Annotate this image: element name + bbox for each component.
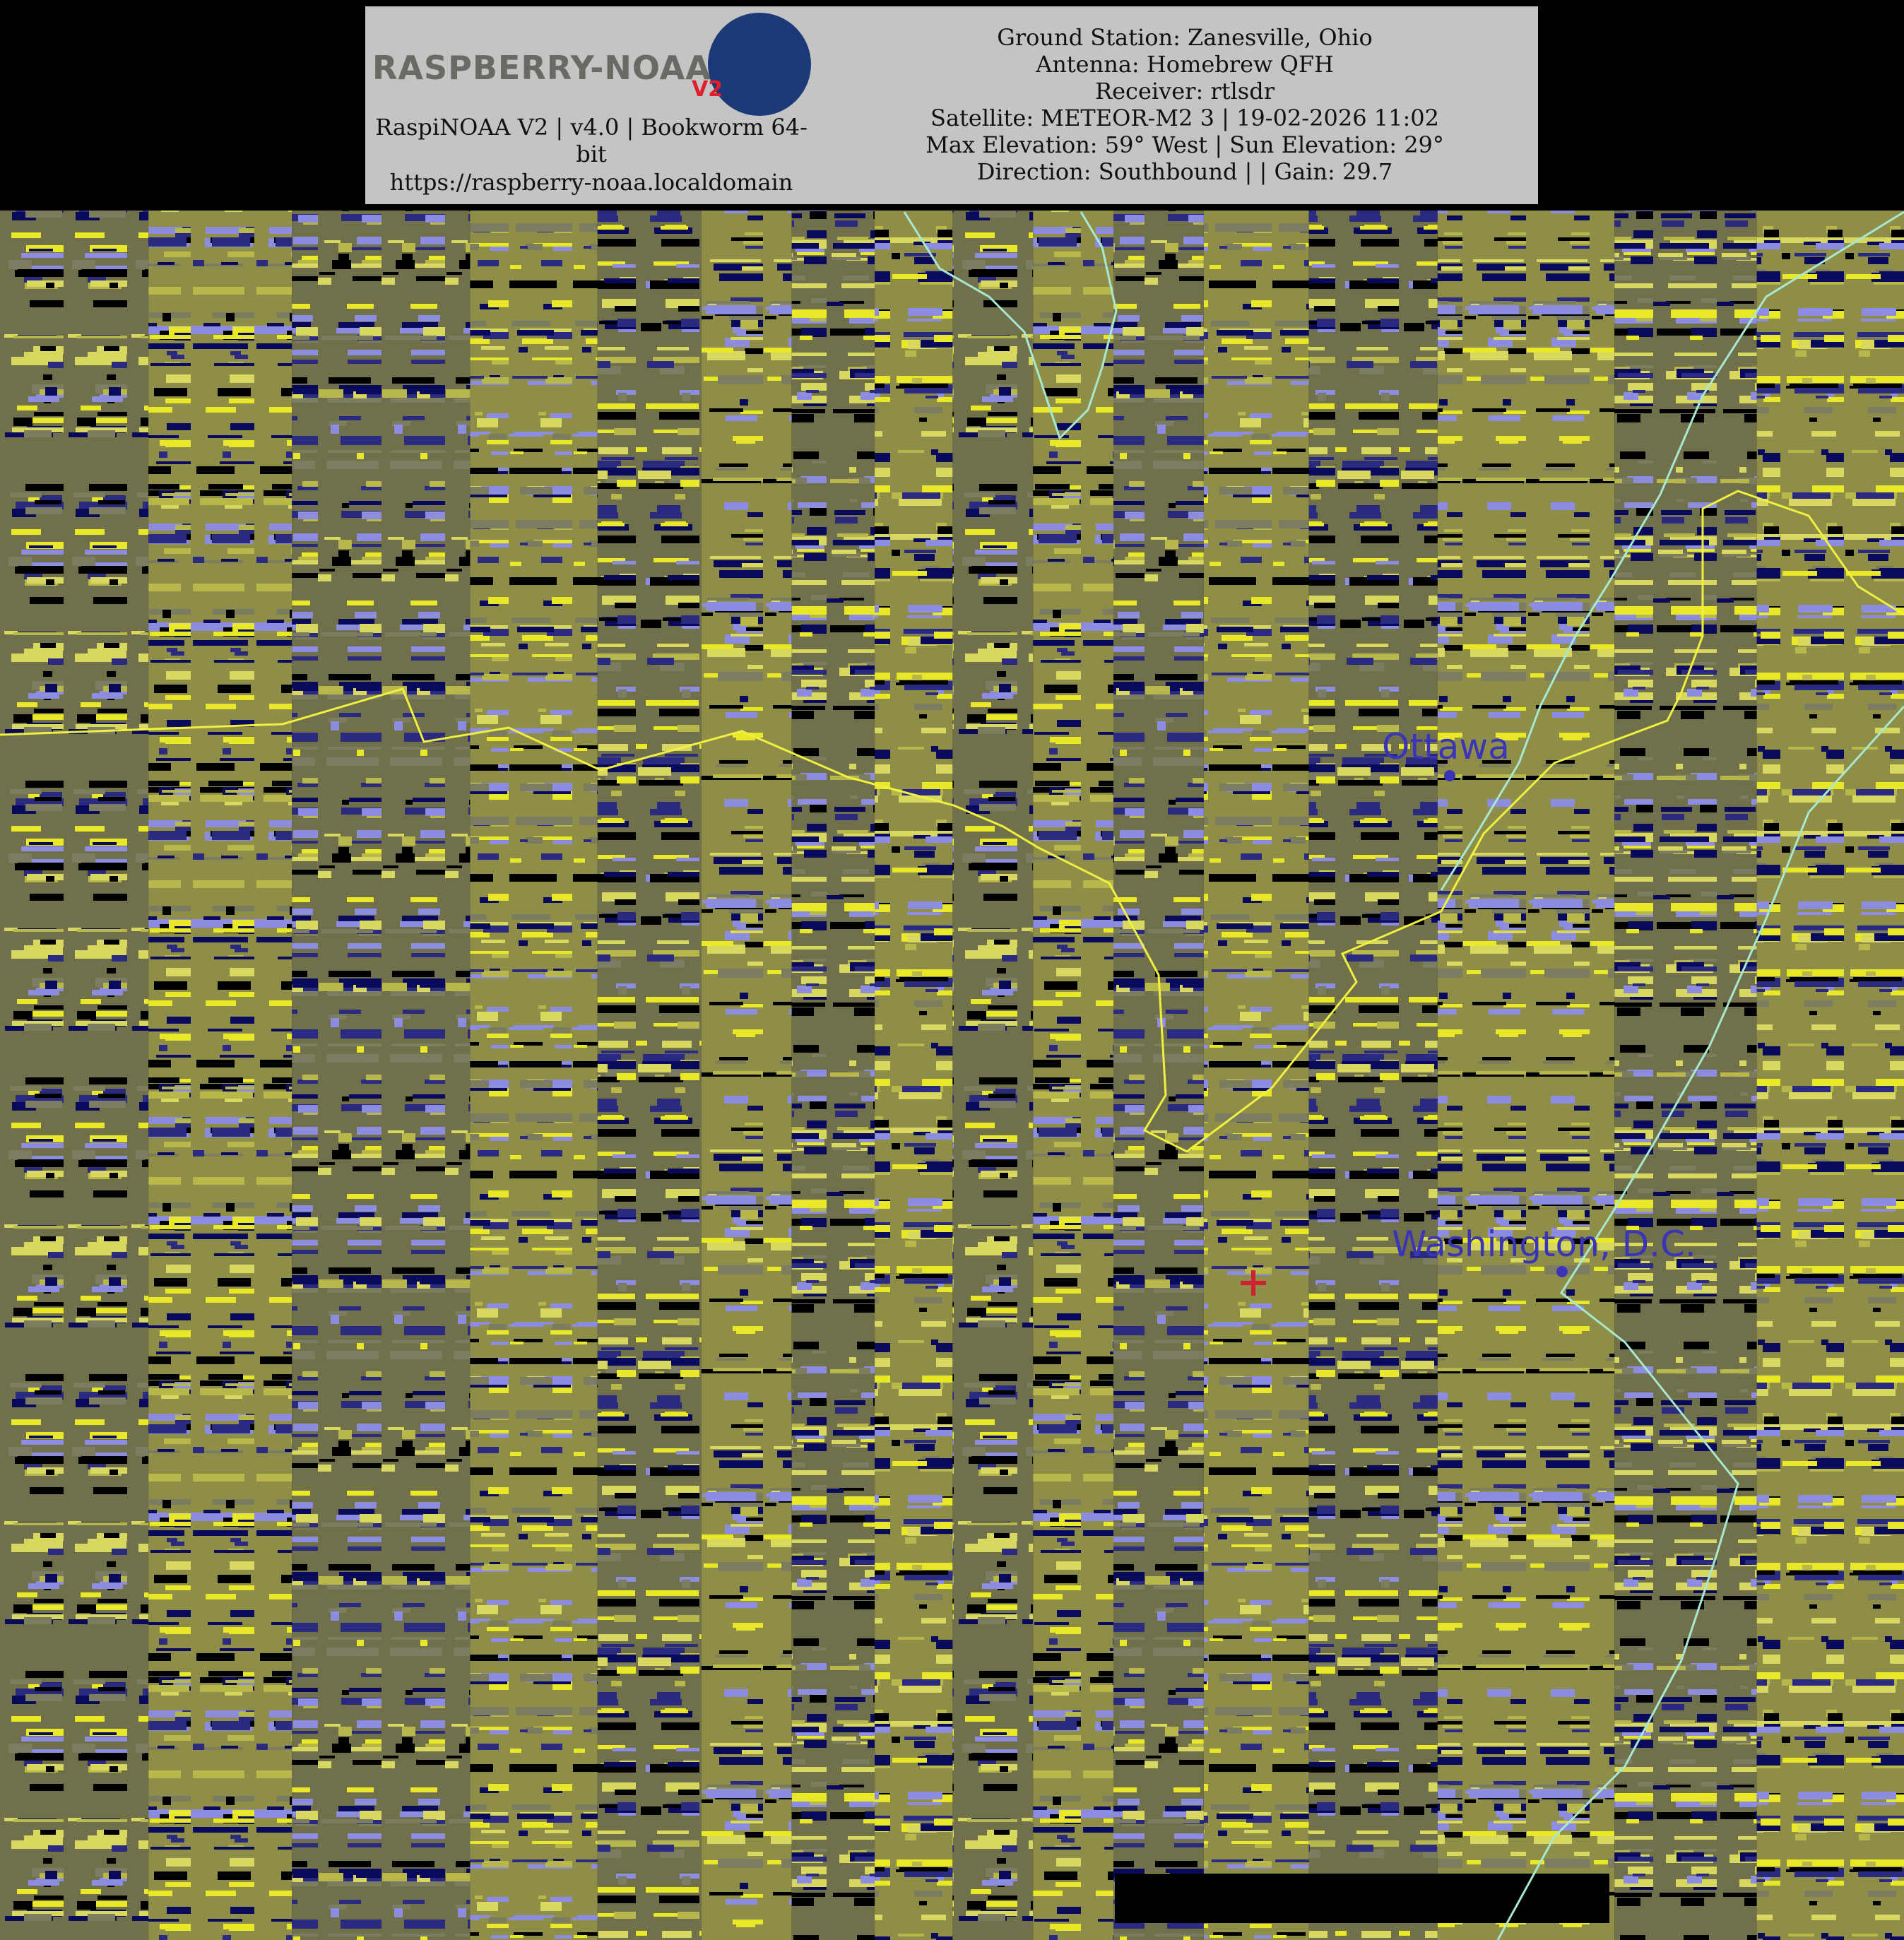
info-line: Receiver: rtlsdr bbox=[1095, 78, 1275, 105]
image-column bbox=[701, 211, 792, 1940]
image-columns bbox=[0, 211, 1904, 1940]
city-dot bbox=[1556, 1266, 1568, 1277]
image-column bbox=[1113, 211, 1204, 1940]
image-column bbox=[791, 211, 875, 1940]
image-column bbox=[0, 211, 149, 1940]
logo-title: RASPBERRY-NOAA bbox=[372, 49, 711, 87]
coastline bbox=[903, 211, 1118, 440]
image-column bbox=[148, 211, 292, 1940]
info-line: Ground Station: Zanesville, Ohio bbox=[997, 24, 1373, 51]
image-column bbox=[1437, 211, 1615, 1940]
logo-icon bbox=[708, 13, 811, 116]
info-line: Antenna: Homebrew QFH bbox=[1036, 51, 1334, 78]
city-dot bbox=[1444, 770, 1455, 781]
image-column bbox=[1614, 211, 1757, 1940]
info-line: Direction: Southbound | | Gain: 29.7 bbox=[976, 158, 1393, 185]
image-column bbox=[1033, 211, 1114, 1940]
url: https://raspberry-noaa.localdomain bbox=[389, 169, 793, 196]
pass-info: Ground Station: Zanesville, Ohio Antenna… bbox=[860, 24, 1510, 185]
missing-data bbox=[1115, 1874, 1609, 1923]
software-version: RaspiNOAA V2 | v4.0 | Bookworm 64-bit bbox=[375, 114, 808, 167]
image-column bbox=[1756, 211, 1904, 1940]
image-column bbox=[470, 211, 598, 1940]
info-line: Max Elevation: 59° West | Sun Elevation:… bbox=[926, 131, 1444, 158]
image-column bbox=[875, 211, 953, 1940]
border-line bbox=[0, 490, 1904, 1153]
logo-badge: V2 bbox=[692, 77, 723, 102]
header-panel: RASPBERRY-NOAA V2 RaspiNOAA V2 | v4.0 | … bbox=[365, 6, 1538, 204]
info-line: Satellite: METEOR-M2 3 | 19-02-2026 11:0… bbox=[930, 105, 1439, 131]
city-label: Washington, D.C. bbox=[1392, 1224, 1696, 1265]
image-column bbox=[292, 211, 471, 1940]
coastline bbox=[1496, 705, 1904, 1940]
image-column bbox=[1308, 211, 1438, 1940]
map-overlay: Ottawa Washington, D.C. bbox=[0, 211, 1904, 1940]
coastline bbox=[1440, 211, 1904, 891]
image-column bbox=[952, 211, 1034, 1940]
city-label: Ottawa bbox=[1382, 726, 1510, 767]
image-column bbox=[1203, 211, 1309, 1940]
image-column bbox=[597, 211, 702, 1940]
